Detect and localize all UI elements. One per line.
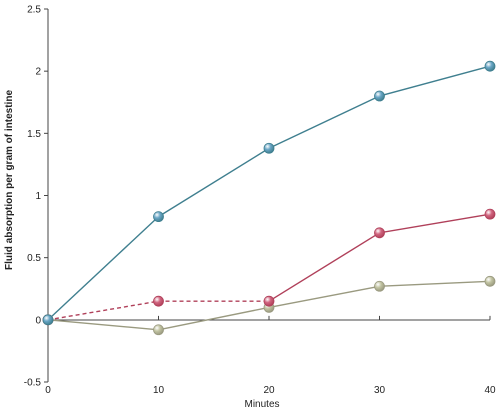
series-2-point: [374, 227, 385, 239]
series-1-point: [484, 60, 496, 72]
series-2-point: [153, 295, 164, 307]
series-3-point: [153, 324, 164, 336]
y-tick-label: -0.5: [24, 378, 42, 389]
y-tick-label: 2: [35, 67, 41, 78]
y-axis-title: Fluid absorption per gram of intestine: [4, 90, 15, 270]
series-3-point: [374, 280, 385, 292]
series-1-line-segment: [47, 216, 159, 321]
series-1-line-segment: [379, 65, 491, 97]
series-3-line-segment: [47, 319, 159, 331]
x-tick-label: 20: [263, 385, 275, 396]
series-3-line-segment: [379, 280, 491, 287]
series-1-point: [42, 314, 54, 326]
y-tick-label: 2.5: [27, 5, 41, 16]
y-ticks: -0.5 0 0.5 1 1.5 2 2.5: [24, 5, 48, 389]
series-2-point: [263, 295, 275, 307]
series-1-line-segment: [268, 95, 380, 149]
series-2-line-segment: [268, 232, 380, 302]
series-3-line-segment: [268, 285, 380, 309]
y-tick-label: 1.5: [27, 129, 41, 140]
series-2-line-segment: [379, 213, 491, 234]
x-tick-label: 40: [484, 385, 496, 396]
x-tick-label: 10: [153, 385, 165, 396]
y-tick-label: 1: [35, 191, 41, 202]
series-3-point: [484, 275, 496, 287]
series-lines: [47, 65, 491, 331]
series-2-line-segment: [47, 300, 159, 321]
y-tick-label: 0.5: [27, 253, 41, 264]
series-2-point: [484, 208, 496, 220]
series-1-point: [374, 90, 385, 102]
y-tick-label: 0: [35, 315, 41, 326]
x-tick-label: 0: [45, 385, 51, 396]
x-axis-title: Minutes: [244, 399, 279, 410]
series-points: [42, 60, 496, 336]
series-3-line-segment: [158, 306, 270, 331]
series-1-point: [263, 142, 275, 154]
x-ticks: 0 10 20 30 40: [45, 315, 496, 396]
x-tick-label: 30: [374, 385, 386, 396]
series-1-line-segment: [158, 147, 270, 218]
series-1-point: [153, 211, 164, 223]
